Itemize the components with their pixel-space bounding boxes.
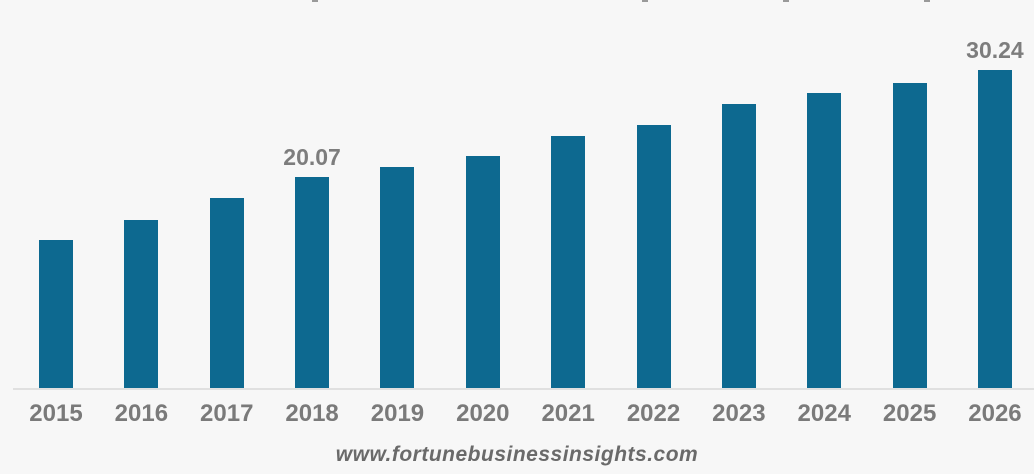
x-axis-line xyxy=(13,388,1034,390)
bar-2024 xyxy=(807,93,842,388)
x-axis-label-2019: 2019 xyxy=(370,400,425,427)
x-axis-label-2024: 2024 xyxy=(797,400,851,427)
bar-2016 xyxy=(124,220,159,388)
bar-2020 xyxy=(465,156,500,388)
bar-2019 xyxy=(380,167,415,388)
bar-2017 xyxy=(209,198,244,388)
bar-2022 xyxy=(636,125,671,388)
bar-2018 xyxy=(295,177,330,388)
clipped-title-fragment xyxy=(642,0,648,2)
x-axis-label-2018: 2018 xyxy=(285,400,339,427)
x-axis-label-2022: 2022 xyxy=(626,400,681,427)
x-axis-label-2023: 2023 xyxy=(712,400,766,427)
x-axis-label-2017: 2017 xyxy=(200,400,254,427)
bar-2021 xyxy=(551,136,586,388)
x-axis-label-2026: 2026 xyxy=(968,400,1022,427)
bar-2025 xyxy=(892,83,927,388)
bar-2023 xyxy=(721,104,756,388)
x-axis-label-2021: 2021 xyxy=(541,400,595,427)
watermark-url: www.fortunebusinessinsights.com xyxy=(335,443,699,466)
x-axis-label-2016: 2016 xyxy=(114,400,169,427)
clipped-title-fragment xyxy=(924,0,930,2)
value-label-2018: 20.07 xyxy=(283,144,341,170)
x-axis-label-2025: 2025 xyxy=(882,400,937,427)
x-axis-label-2020: 2020 xyxy=(456,400,510,427)
bar-2015 xyxy=(39,240,73,388)
x-axis-label-2015: 2015 xyxy=(29,400,83,427)
clipped-title-fragment xyxy=(312,0,318,2)
bar-2026 xyxy=(977,70,1012,388)
value-label-2026: 30.24 xyxy=(966,37,1024,63)
clipped-title-fragment xyxy=(783,0,789,2)
